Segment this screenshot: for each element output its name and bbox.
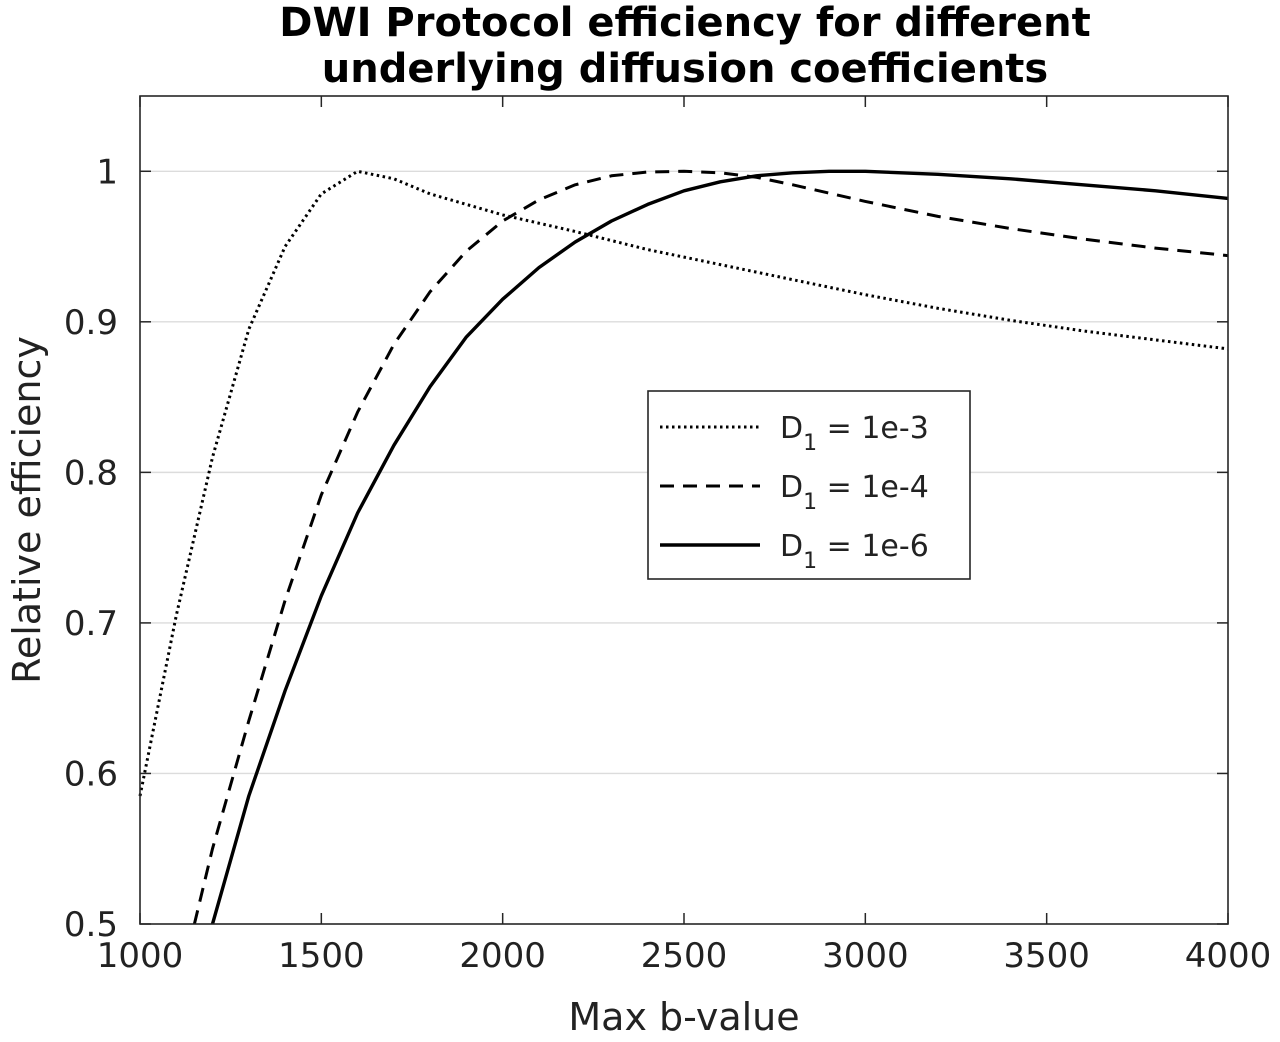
y-axis-label: Relative efficiency: [5, 336, 49, 684]
x-tick-label: 1500: [278, 936, 365, 976]
x-tick-label: 1000: [97, 936, 184, 976]
legend-label-solid: D1 = 1e-6: [780, 529, 929, 574]
x-axis-label: Max b-value: [568, 995, 799, 1038]
y-tick-label: 1: [96, 152, 118, 192]
chart-title-line-1: DWI Protocol efficiency for different: [279, 0, 1090, 46]
legend-label-dashed: D1 = 1e-4: [780, 470, 929, 515]
x-tick-label: 4000: [1185, 936, 1272, 976]
legend-label-dotted: D1 = 1e-3: [780, 411, 929, 456]
legend: D1 = 1e-3 D1 = 1e-4 D1 = 1e-6: [647, 390, 971, 580]
y-tick-label: 0.9: [64, 303, 118, 343]
series-line-solid: [210, 169, 1229, 925]
series-line-dashed: [192, 169, 1229, 925]
series-lines: [138, 169, 1229, 925]
series-line-dotted: [138, 169, 1229, 797]
axis-ticks: 0.5 0.6 0.7 0.8 0.9 1 1000 1500 2000 2500 3000 3500…: [64, 96, 1271, 976]
x-tick-label: 3500: [1003, 936, 1090, 976]
chart-title-line-2: underlying diffusion coefficients: [322, 46, 1048, 92]
y-tick-label: 0.6: [64, 754, 118, 794]
y-tick-label: 0.7: [64, 604, 118, 644]
x-tick-label: 2500: [641, 936, 728, 976]
legend-box: [647, 390, 971, 580]
x-tick-label: 2000: [459, 936, 546, 976]
x-tick-label: 3000: [822, 936, 909, 976]
y-tick-label: 0.5: [64, 905, 118, 945]
y-tick-label: 0.8: [64, 453, 118, 493]
